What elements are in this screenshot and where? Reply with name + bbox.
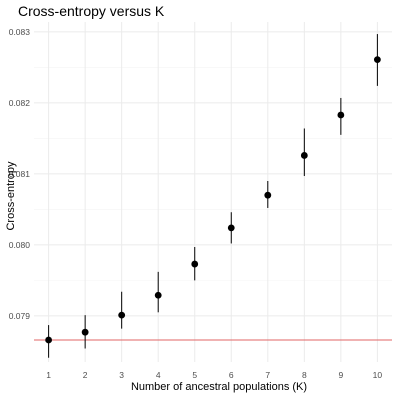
x-tick-label: 6	[229, 370, 234, 380]
data-point	[45, 337, 52, 344]
x-tick-label: 10	[373, 370, 383, 380]
y-tick-label: 0.080	[9, 240, 31, 250]
data-point	[155, 292, 162, 299]
x-tick-label: 1	[46, 370, 51, 380]
y-tick-label: 0.079	[9, 311, 31, 321]
x-tick-label: 2	[83, 370, 88, 380]
data-point	[228, 224, 235, 231]
y-tick-label: 0.082	[9, 98, 31, 108]
chart-title: Cross-entropy versus K	[18, 3, 165, 19]
data-point	[337, 112, 344, 119]
x-tick-label: 5	[192, 370, 197, 380]
data-point	[82, 329, 89, 336]
x-tick-label: 7	[265, 370, 270, 380]
x-tick-label: 3	[119, 370, 124, 380]
x-tick-label: 9	[338, 370, 343, 380]
data-point	[301, 152, 308, 159]
x-axis-label: Number of ancestral populations (K)	[131, 381, 307, 393]
x-tick-label: 8	[302, 370, 307, 380]
data-point	[374, 56, 381, 63]
y-tick-label: 0.083	[9, 27, 31, 37]
data-point	[118, 312, 125, 319]
y-axis-label: Cross-entropy	[5, 161, 17, 231]
x-tick-label: 4	[156, 370, 161, 380]
data-point	[191, 261, 198, 268]
data-point	[264, 192, 271, 199]
